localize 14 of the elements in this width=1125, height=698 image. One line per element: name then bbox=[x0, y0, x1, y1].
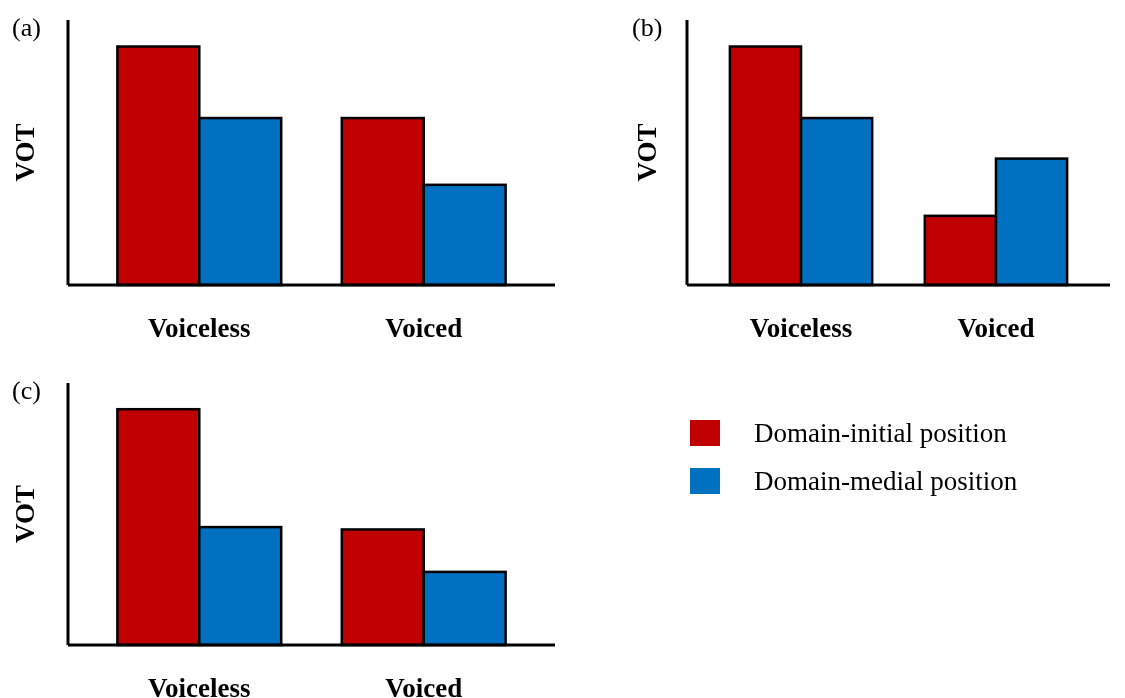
x-tick-label: Voiceless bbox=[148, 313, 251, 343]
legend-label: Domain-initial position bbox=[754, 418, 1008, 448]
x-tick-label: Voiceless bbox=[749, 313, 853, 343]
chart-title: (b) bbox=[632, 13, 663, 42]
chart-title: (c) bbox=[12, 376, 41, 405]
y-axis-title: VOT bbox=[632, 123, 662, 182]
x-tick-label: Voiced bbox=[385, 313, 463, 343]
x-tick-label: Voiceless bbox=[148, 673, 251, 698]
y-axis-title: VOT bbox=[10, 485, 40, 543]
chart-title: (a) bbox=[12, 13, 41, 42]
y-axis-title: VOT bbox=[10, 123, 40, 182]
legend-label: Domain-medial position bbox=[754, 466, 1018, 496]
x-tick-label: Voiced bbox=[385, 673, 463, 698]
x-tick-label: Voiced bbox=[957, 313, 1035, 343]
